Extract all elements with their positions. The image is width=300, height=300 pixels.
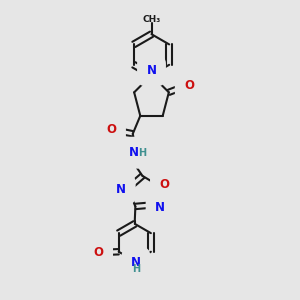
- Text: N: N: [129, 146, 139, 159]
- Text: N: N: [131, 256, 141, 269]
- Text: H: H: [138, 148, 146, 158]
- Text: N: N: [155, 201, 165, 214]
- Text: CH₃: CH₃: [142, 15, 160, 24]
- Text: O: O: [184, 79, 194, 92]
- Text: N: N: [116, 183, 126, 196]
- Text: O: O: [160, 178, 170, 191]
- Text: O: O: [94, 246, 103, 259]
- Text: N: N: [146, 64, 157, 77]
- Text: H: H: [132, 264, 140, 274]
- Text: O: O: [106, 123, 116, 136]
